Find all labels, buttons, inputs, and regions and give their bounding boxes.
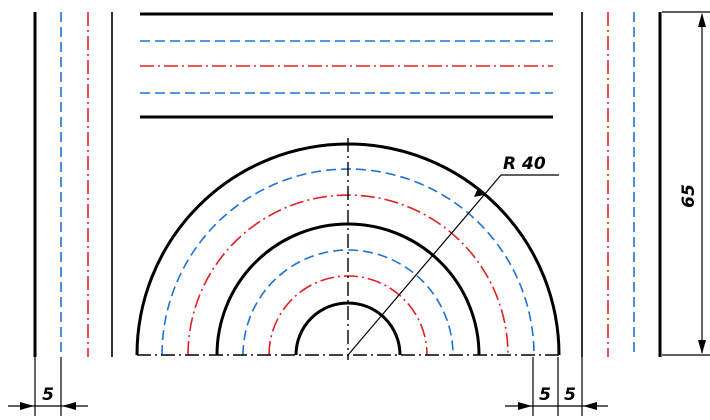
radius-leader-line bbox=[347, 174, 502, 356]
left-gap-arrow-right bbox=[62, 402, 76, 410]
height-arrow-bottom bbox=[698, 340, 706, 354]
right-gap-arrow-left bbox=[518, 402, 532, 410]
left-gap-label: 5 bbox=[42, 385, 54, 405]
height-arrow-top bbox=[698, 13, 706, 27]
right-gap-label-1: 5 bbox=[539, 385, 551, 405]
arc-dashed-r105 bbox=[242, 249, 454, 356]
radius-dimension: R 40 bbox=[347, 154, 559, 356]
right-gap-label-2: 5 bbox=[564, 385, 576, 405]
radius-label: R 40 bbox=[503, 154, 546, 174]
right-vertical-lines bbox=[581, 12, 662, 357]
height-dimension: 65 bbox=[662, 11, 710, 356]
top-horizontal-lines bbox=[140, 12, 553, 119]
arc-solid-r52 bbox=[294, 301, 402, 356]
center-lines bbox=[137, 138, 559, 360]
radius-arrowhead bbox=[474, 188, 484, 197]
right-gap-arrow-right bbox=[583, 402, 597, 410]
left-gap-arrow-left bbox=[20, 402, 34, 410]
left-gap-dimension: 5 bbox=[8, 357, 88, 416]
left-vertical-lines bbox=[33, 12, 113, 357]
right-gap-dimensions: 5 5 bbox=[505, 357, 608, 416]
height-label: 65 bbox=[679, 184, 699, 208]
